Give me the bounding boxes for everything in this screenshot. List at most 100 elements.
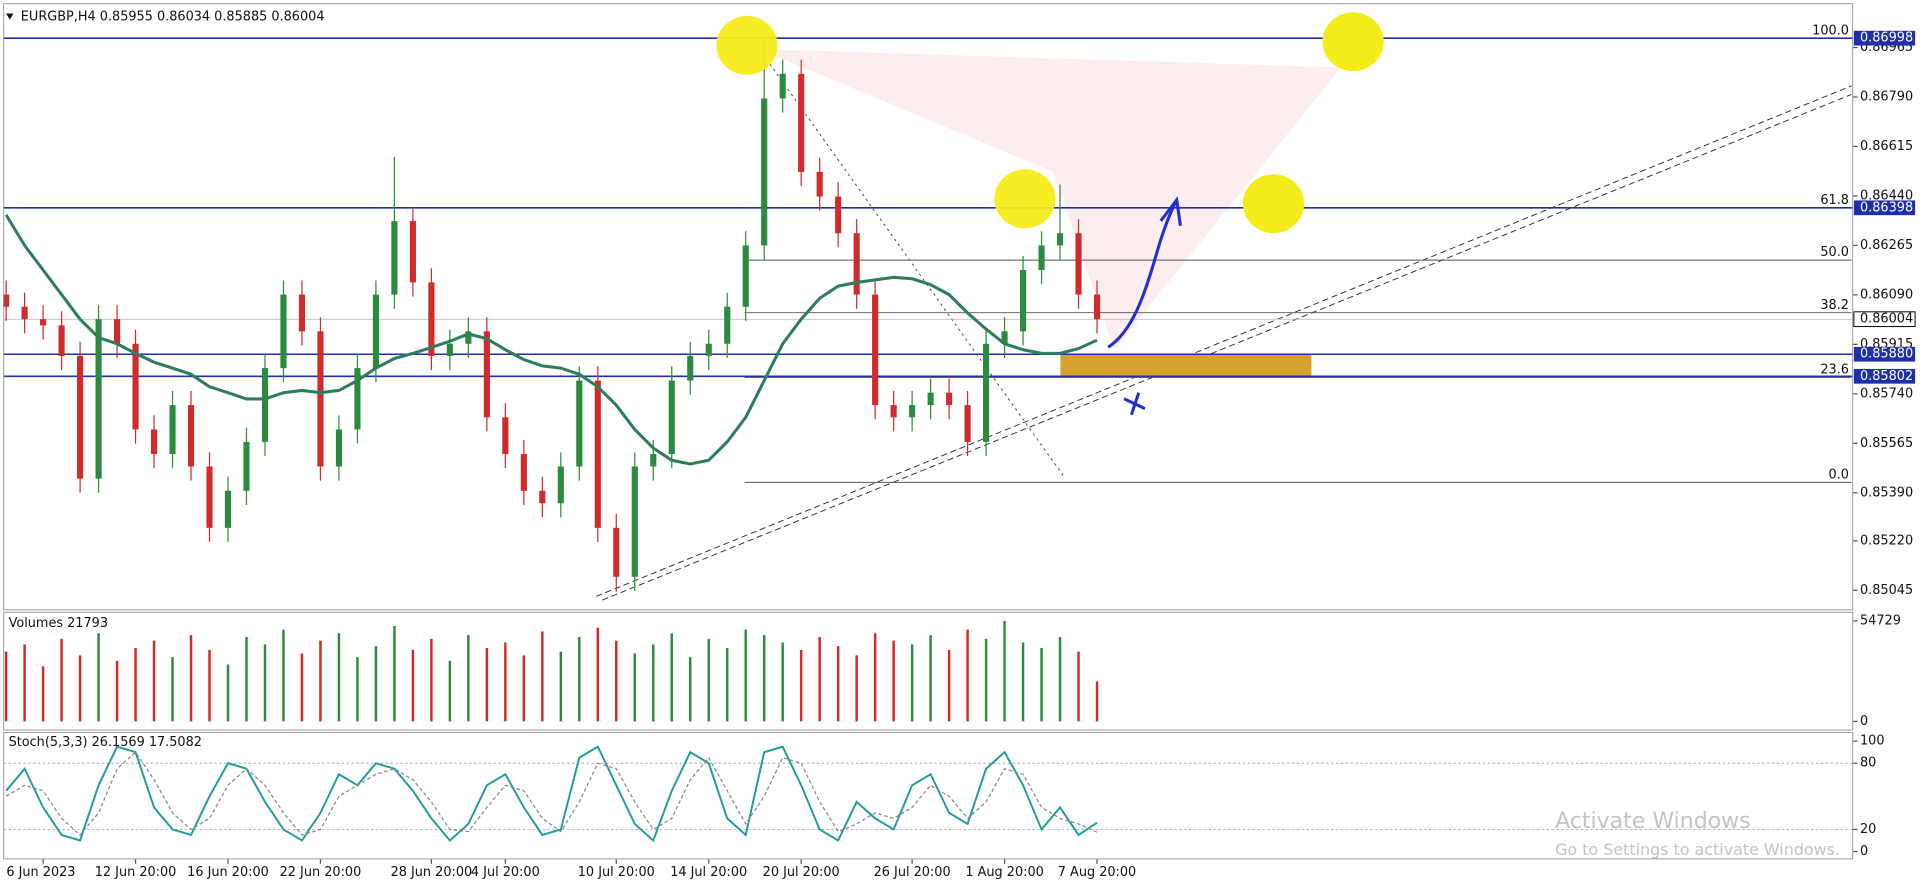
candle-body xyxy=(150,429,158,455)
candle-body xyxy=(576,380,583,467)
candle-body xyxy=(502,417,509,455)
level-box xyxy=(1853,368,1916,384)
candle-body xyxy=(335,429,342,467)
arrow xyxy=(1107,201,1177,349)
stoch-line xyxy=(5,751,1098,836)
candle-body xyxy=(724,306,731,344)
candle-body xyxy=(317,331,324,467)
candle-body xyxy=(668,380,675,455)
candle-body xyxy=(1020,270,1027,332)
menu-triangle[interactable] xyxy=(6,13,14,20)
level-label: 0.85802 xyxy=(1860,369,1913,384)
candle-body xyxy=(539,490,546,504)
candle-body xyxy=(95,319,102,479)
candle-body xyxy=(169,405,176,455)
stoch-line xyxy=(5,745,1098,843)
stoch-panel xyxy=(3,732,1854,860)
candle-body xyxy=(58,325,65,356)
stoch-label: Stoch(5,3,3) 26.1569 17.5082 xyxy=(9,735,202,750)
y-tick-label: 54729 xyxy=(1860,613,1901,628)
candle-body xyxy=(742,245,749,307)
candle-body xyxy=(613,527,620,577)
x-tick-label: 1 Aug 20:00 xyxy=(965,865,1043,880)
x-tick-label: 7 Aug 20:00 xyxy=(1058,865,1136,880)
candle-body xyxy=(816,171,823,197)
watermark-title: Activate Windows xyxy=(1555,809,1751,834)
y-tick-label: 0.85565 xyxy=(1860,436,1913,451)
candle-body xyxy=(298,294,306,332)
candle-body xyxy=(1075,233,1082,295)
candle-body xyxy=(409,221,416,283)
candle-body xyxy=(964,405,971,442)
candle-body xyxy=(705,343,712,356)
candle-body xyxy=(354,368,361,430)
highlight-circle xyxy=(1322,12,1384,72)
candle-body xyxy=(224,490,232,528)
y-tick-label: 100 xyxy=(1860,734,1885,749)
highlight-circle xyxy=(1242,174,1305,234)
candle-body xyxy=(465,331,472,344)
moving-average xyxy=(4,214,1098,466)
level-box xyxy=(1853,30,1916,46)
candle-body xyxy=(261,368,269,442)
x-tick-label: 26 Jul 20:00 xyxy=(874,865,951,880)
x-tick-label: 10 Jul 20:00 xyxy=(578,865,655,880)
candle-body xyxy=(890,405,897,418)
candle-body xyxy=(557,466,564,504)
annotations-back xyxy=(596,48,1852,601)
watermark-subtitle: Go to Settings to activate Windows. xyxy=(1555,840,1840,859)
x-tick-label: 6 Jun 2023 xyxy=(6,865,75,880)
level-label: 0.85880 xyxy=(1860,347,1913,362)
candle-body xyxy=(1001,331,1008,344)
candle-body xyxy=(21,306,28,320)
support-zone xyxy=(1060,354,1312,376)
candle-body xyxy=(40,319,47,326)
x-tick-label: 12 Jun 20:00 xyxy=(95,865,177,880)
candle-body xyxy=(872,294,879,406)
fib-label: 100.0 xyxy=(1812,23,1849,38)
candle-body xyxy=(835,196,842,234)
candle-body xyxy=(3,294,10,307)
diagonal-line xyxy=(758,48,1066,479)
candle-body xyxy=(483,331,490,418)
highlight-circle xyxy=(716,15,778,75)
candle-body xyxy=(761,98,768,246)
y-tick-label: 0.85390 xyxy=(1860,485,1913,500)
fib-label: 23.6 xyxy=(1820,363,1849,378)
candle-body xyxy=(114,319,121,344)
last-price-box xyxy=(1853,311,1916,328)
annotations-front: EURGBP,H4 0.85955 0.86034 0.85885 0.8600… xyxy=(3,3,1854,860)
fib-label: 38.2 xyxy=(1820,298,1849,313)
candle-body xyxy=(428,282,435,356)
y-tick-label: 0.85740 xyxy=(1860,386,1913,401)
candle-body xyxy=(927,392,934,406)
x-tick-label: 28 Jun 20:00 xyxy=(391,865,473,880)
candle-body xyxy=(243,441,250,491)
fib-label: 50.0 xyxy=(1820,245,1849,260)
candle-body xyxy=(687,355,694,381)
level-box xyxy=(1853,200,1916,216)
y-tick-label: 0.86265 xyxy=(1860,238,1913,253)
level-label: 0.86398 xyxy=(1860,200,1913,215)
x-tick-label: 14 Jul 20:00 xyxy=(670,865,747,880)
candle-body xyxy=(280,294,287,369)
candle-body xyxy=(372,294,379,369)
candle-body xyxy=(391,221,398,295)
y-tick-label: 0.86440 xyxy=(1860,188,1913,203)
candle-body xyxy=(650,454,657,467)
candle-body xyxy=(983,343,990,442)
plot: 0.869650.867900.866150.864400.862650.860… xyxy=(3,23,1916,880)
arrow-head xyxy=(1159,196,1182,226)
candle-body xyxy=(946,392,953,406)
candle-body xyxy=(1093,294,1101,320)
candle-body xyxy=(187,405,195,467)
x-tick-label: 4 Jul 20:00 xyxy=(471,865,540,880)
y-tick-label: 20 xyxy=(1860,822,1876,837)
candle-body xyxy=(779,73,786,99)
candle-body xyxy=(631,466,638,577)
price-panel xyxy=(3,3,1854,611)
fib-label: 61.8 xyxy=(1820,193,1849,208)
candle-body xyxy=(853,233,860,295)
volume-panel xyxy=(3,611,1854,731)
